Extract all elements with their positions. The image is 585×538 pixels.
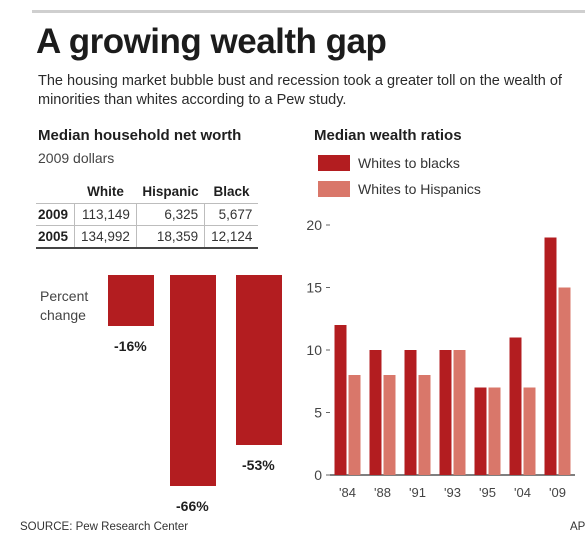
percent-label-line1: Percent xyxy=(40,288,89,304)
net-worth-title: Median household net worth xyxy=(38,127,242,144)
bar-whites-to-hispanics xyxy=(418,375,431,475)
y-tick-label: 5 xyxy=(314,405,322,421)
legend-swatch-blacks xyxy=(318,155,350,171)
page-title: A growing wealth gap xyxy=(36,22,387,61)
percent-change-label: Percent change xyxy=(40,287,88,325)
x-tick-label: '95 xyxy=(479,485,496,500)
legend-swatch-hispanics xyxy=(318,181,350,197)
table-row: 2009 113,149 6,325 5,677 xyxy=(36,203,259,226)
row-year: 2009 xyxy=(36,203,75,226)
x-tick-label: '84 xyxy=(339,485,356,500)
percent-value-label: -16% xyxy=(114,338,147,355)
x-tick-label: '91 xyxy=(409,485,426,500)
y-tick-label: 20 xyxy=(306,217,322,233)
table-header-blank xyxy=(36,184,75,204)
bar-whites-to-hispanics xyxy=(383,375,396,475)
source-note: SOURCE: Pew Research Center xyxy=(20,521,189,533)
bar-whites-to-blacks xyxy=(334,325,347,475)
top-rule xyxy=(32,10,585,13)
bar-whites-to-blacks xyxy=(544,237,557,475)
percent-value-label: -66% xyxy=(176,498,209,515)
column-header-hispanic: Hispanic xyxy=(142,184,199,199)
legend-label-blacks: Whites to blacks xyxy=(358,155,460,171)
bar-whites-to-hispanics xyxy=(453,350,466,475)
y-tick-label: 10 xyxy=(306,342,322,358)
cell-white: 113,149 xyxy=(74,203,137,226)
bar-whites-to-hispanics xyxy=(558,287,571,475)
column-header-white: White xyxy=(87,184,124,199)
x-tick-label: '88 xyxy=(374,485,391,500)
page-subtitle: The housing market bubble bust and reces… xyxy=(38,73,562,108)
x-tick-label: '04 xyxy=(514,485,531,500)
x-tick-label: '93 xyxy=(444,485,461,500)
cell-black: 5,677 xyxy=(204,203,259,226)
bar-whites-to-hispanics xyxy=(523,387,536,475)
net-worth-subtitle: 2009 dollars xyxy=(38,150,115,166)
cell-hispanic: 18,359 xyxy=(135,225,205,249)
table-row: 2005 134,992 18,359 12,124 xyxy=(36,225,259,249)
percent-label-line2: change xyxy=(40,307,86,323)
row-year: 2005 xyxy=(36,225,75,249)
legend-label-hispanics: Whites to Hispanics xyxy=(358,181,481,197)
net-worth-table: White Hispanic Black 2009 113,149 6,325 … xyxy=(36,184,259,249)
bar-whites-to-hispanics xyxy=(488,387,501,475)
bar-whites-to-blacks xyxy=(439,350,452,475)
y-tick-label: 0 xyxy=(314,467,322,483)
table-header-row: White Hispanic Black xyxy=(36,184,258,204)
percent-value-label: -53% xyxy=(242,456,275,473)
cell-black: 12,124 xyxy=(204,225,259,249)
bar-whites-to-hispanics xyxy=(348,375,361,475)
bar-whites-to-blacks xyxy=(369,350,382,475)
credit-note: AP xyxy=(570,521,585,533)
cell-white: 134,992 xyxy=(74,225,137,249)
cell-hispanic: 6,325 xyxy=(135,203,205,226)
percent-bar-black xyxy=(236,275,282,445)
percent-bar-hispanic xyxy=(170,275,216,487)
y-tick-label: 15 xyxy=(306,280,322,296)
bar-whites-to-blacks xyxy=(404,350,417,475)
percent-bar-white xyxy=(108,275,154,327)
ratios-title: Median wealth ratios xyxy=(314,127,462,144)
bar-whites-to-blacks xyxy=(474,387,487,475)
column-header-black: Black xyxy=(213,184,250,199)
bar-whites-to-blacks xyxy=(509,337,522,475)
x-tick-label: '09 xyxy=(549,485,566,500)
ratios-chart: 0 5 10 15 20 '84 '88 '91 '93 '95 '04 '09 xyxy=(306,217,575,500)
